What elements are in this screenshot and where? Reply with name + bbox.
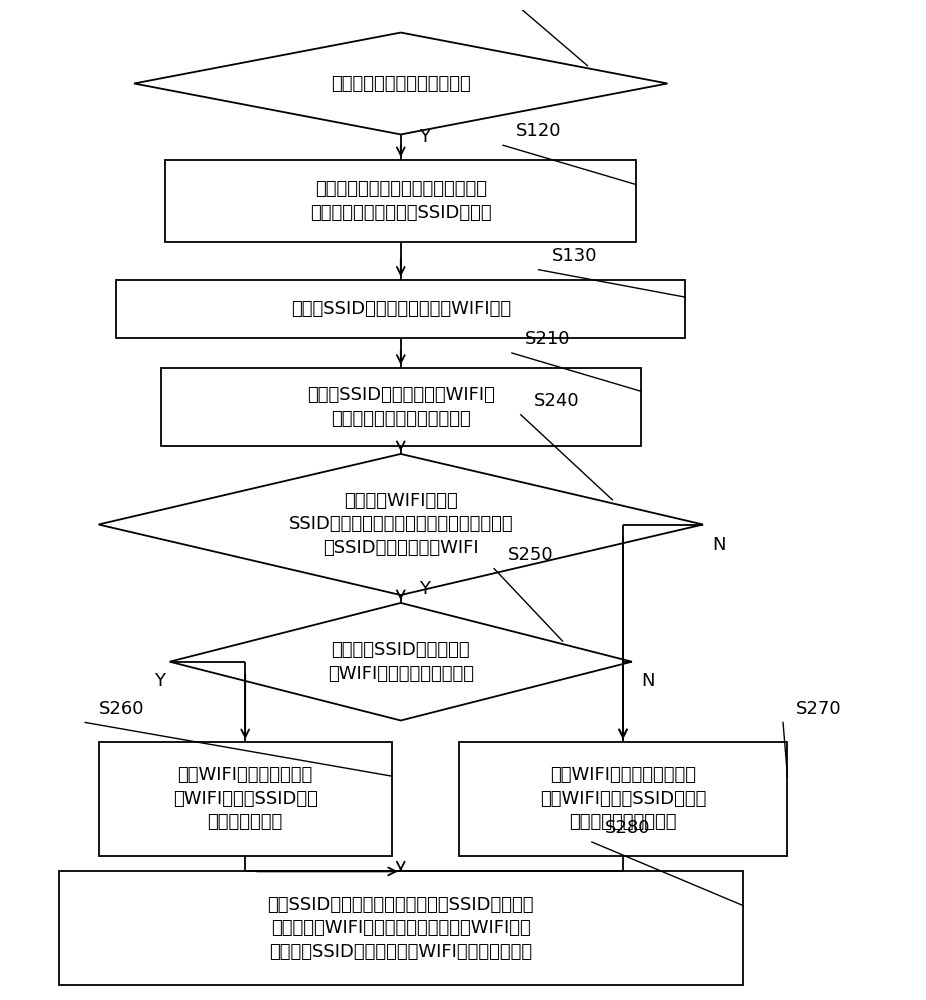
Text: N: N <box>712 536 725 554</box>
Text: N: N <box>641 672 655 690</box>
Text: Y: Y <box>419 580 430 598</box>
Text: S130: S130 <box>552 247 597 265</box>
Text: Y: Y <box>155 672 165 690</box>
Text: S250: S250 <box>507 546 553 564</box>
Polygon shape <box>169 603 632 720</box>
Text: 当前WIFI可用，将当前可
用WIFI对应的SSID接入
点添加至白名单: 当前WIFI可用，将当前可 用WIFI对应的SSID接入 点添加至白名单 <box>173 766 318 832</box>
Bar <box>165 160 636 242</box>
Text: 将所有SSID接入点在暂存WIFI列
表根据预设排列方式进行排序: 将所有SSID接入点在暂存WIFI列 表根据预设排列方式进行排序 <box>307 386 494 428</box>
Polygon shape <box>134 33 668 134</box>
Bar <box>117 280 685 338</box>
Text: S280: S280 <box>606 819 651 837</box>
Text: 根据SSID接入点排列顺序切换下一SSID接入点对
应的未标记WIFI进行判断，直至将暂存WIFI列表
中的所有SSID接入点对应的WIFI信号均完成判断: 根据SSID接入点排列顺序切换下一SSID接入点对 应的未标记WIFI进行判断，… <box>268 896 534 961</box>
Text: 当前WIFI不可用，将当前不
可用WIFI对应的SSID接入点
进行标记添加至黑名单: 当前WIFI不可用，将当前不 可用WIFI对应的SSID接入点 进行标记添加至黑… <box>540 766 707 832</box>
Text: 开启智能筛选的开关，自动扫描无线
终端附近区域内的所有SSID接入点: 开启智能筛选的开关，自动扫描无线 终端附近区域内的所有SSID接入点 <box>310 180 492 222</box>
Text: S270: S270 <box>796 700 842 718</box>
Text: 判断当前SSID接入点对应
的WIFI连接的网路是否畅通: 判断当前SSID接入点对应 的WIFI连接的网路是否畅通 <box>328 641 474 682</box>
Text: Y: Y <box>419 128 430 146</box>
Text: 将所有SSID接入点添加至暂存WIFI列表: 将所有SSID接入点添加至暂存WIFI列表 <box>291 300 511 318</box>
Polygon shape <box>98 454 703 595</box>
Text: 判断是否开启智能筛选的开关: 判断是否开启智能筛选的开关 <box>331 75 470 93</box>
Text: S120: S120 <box>517 122 562 140</box>
Bar <box>58 871 743 985</box>
Text: S240: S240 <box>534 392 580 410</box>
Bar <box>458 742 787 856</box>
Bar <box>161 368 641 446</box>
Text: 根据暂存WIFI列表的
SSID接入点排列顺序依次判断是否连接上当
前SSID接入点对应的WIFI: 根据暂存WIFI列表的 SSID接入点排列顺序依次判断是否连接上当 前SSID接… <box>289 492 513 557</box>
Bar <box>98 742 392 856</box>
Text: S210: S210 <box>525 330 570 348</box>
Text: S260: S260 <box>98 700 144 718</box>
